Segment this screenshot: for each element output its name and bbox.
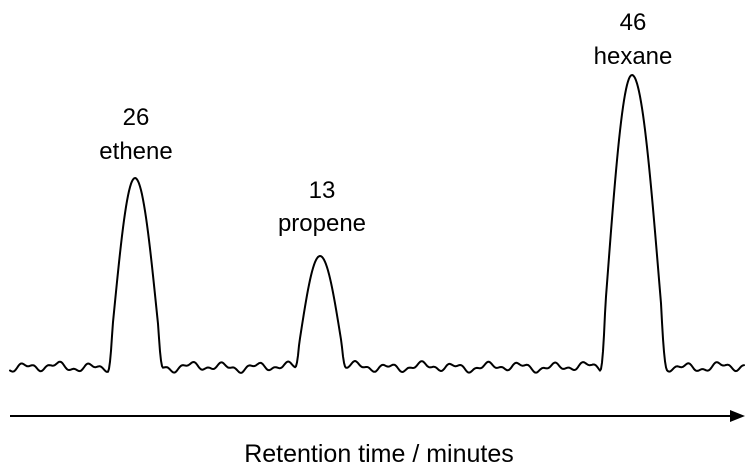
peak-name-ethene: ethene	[99, 138, 172, 165]
peak-label-propene: 13 propene	[278, 177, 366, 237]
peak-label-hexane: 46 hexane	[594, 9, 673, 70]
time-axis-arrowhead	[730, 410, 745, 422]
peak-area-hexane: 46	[620, 9, 647, 36]
peak-area-ethene: 26	[123, 104, 150, 131]
x-axis-title: Retention time / minutes	[244, 440, 514, 468]
peak-label-ethene: 26 ethene	[99, 104, 172, 165]
peak-area-propene: 13	[309, 177, 336, 204]
chromatogram-trace	[9, 74, 745, 374]
peak-name-propene: propene	[278, 210, 366, 237]
peak-name-hexane: hexane	[594, 43, 673, 70]
